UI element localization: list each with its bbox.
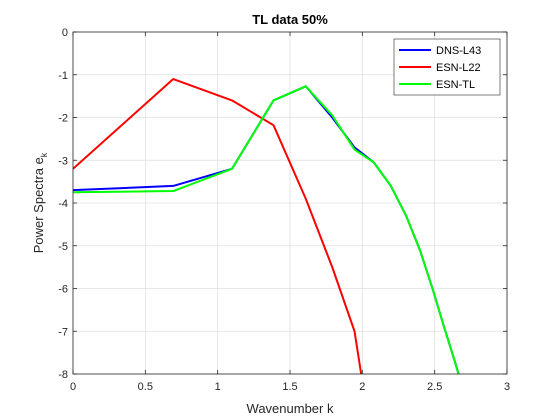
legend-entry-label: ESN-TL <box>436 79 475 91</box>
x-tick-label: 0.5 <box>138 381 153 393</box>
y-tick-label: -8 <box>58 369 68 381</box>
legend-entry-label: ESN-L22 <box>436 62 481 74</box>
legend-entry-label: DNS-L43 <box>436 45 481 57</box>
x-axis-label: Wavenumber k <box>247 401 334 416</box>
x-tick-label: 2.5 <box>427 381 442 393</box>
y-tick-label: -5 <box>58 241 68 253</box>
y-tick-label: -3 <box>58 155 68 167</box>
x-tick-label: 0 <box>70 381 76 393</box>
y-tick-label: -2 <box>58 113 68 125</box>
x-tick-label: 1 <box>215 381 221 393</box>
y-tick-label: -1 <box>58 70 68 82</box>
x-tick-label: 3 <box>504 381 510 393</box>
y-axis-label-main: Power Spectra e <box>31 157 46 253</box>
y-tick-label: 0 <box>62 27 68 39</box>
series-line-esn-tl <box>73 85 460 374</box>
x-tick-label: 1.5 <box>282 381 297 393</box>
series-line-esn-l22 <box>73 78 363 374</box>
chart-title: TL data 50% <box>252 12 328 27</box>
axis-ticks: 0 0.5 1 1.5 2 2.5 3 0 -1 -2 -3 -4 -5 -6 -7 -8 <box>58 27 510 393</box>
y-tick-label: -6 <box>58 284 68 296</box>
y-axis-label-subscript: k <box>39 152 49 157</box>
y-tick-label: -4 <box>58 198 68 210</box>
y-axis-label: Power Spectra ek <box>31 152 49 253</box>
y-tick-label: -7 <box>58 326 68 338</box>
legend-entries: DNS-L43 ESN-L22 ESN-TL <box>399 45 481 91</box>
x-tick-label: 2 <box>359 381 365 393</box>
series-lines <box>73 78 460 374</box>
legend: DNS-L43 ESN-L22 ESN-TL <box>393 38 501 96</box>
